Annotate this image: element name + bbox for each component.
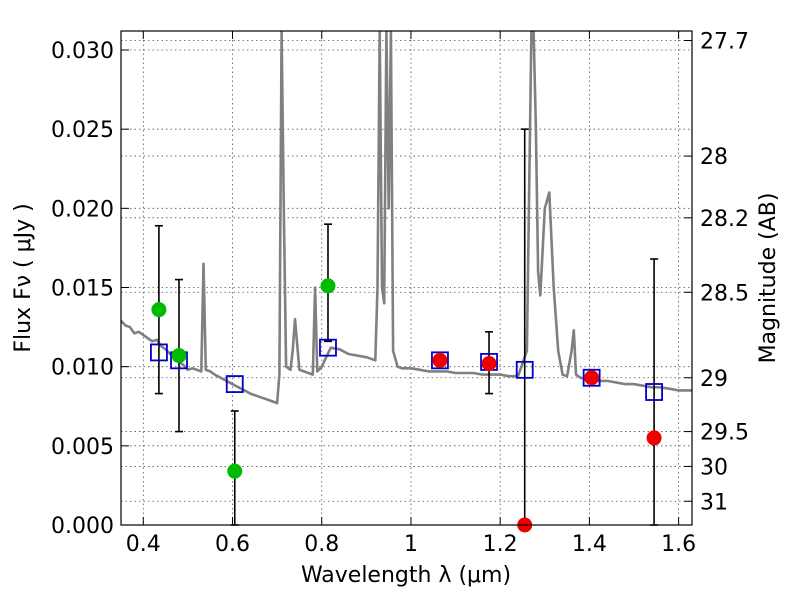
- x-tick-label: 0.8: [304, 532, 339, 557]
- y-tick-label: 0.025: [51, 118, 114, 143]
- right-tick-label: 28: [700, 145, 728, 170]
- right-tick-label: 27.7: [700, 30, 749, 55]
- right-tick-label: 31: [700, 490, 728, 515]
- y-tick-label: 0.020: [51, 197, 114, 222]
- plot-area: [121, 31, 692, 405]
- y-tick-label: 0.010: [51, 356, 114, 381]
- x-tick-label: 1: [404, 532, 418, 557]
- y-tick-label: 0.005: [51, 435, 114, 460]
- x-tick-label: 1.4: [572, 532, 607, 557]
- model-square-marker: [225, 375, 244, 393]
- right-tick-label: 29: [700, 367, 728, 392]
- spectrum-line: [121, 31, 692, 405]
- model-square-marker: [319, 338, 337, 357]
- x-tick-label: 1.2: [483, 532, 518, 557]
- x-tick-label: 0.6: [215, 532, 250, 557]
- flux-point-marker: [151, 302, 167, 318]
- right-tick-label: 28.5: [700, 281, 749, 306]
- y-tick-label: 0.000: [51, 514, 114, 539]
- y-tick-label: 0.030: [51, 39, 114, 64]
- right-tick-label: 30: [700, 455, 728, 480]
- model-square-marker: [582, 368, 601, 387]
- y-axis-label: Flux Fν ( μJy ): [11, 203, 36, 352]
- model-square-marker: [515, 360, 534, 379]
- plot-frame: [120, 30, 693, 526]
- right-tick-label: 28.2: [700, 207, 749, 232]
- flux-point-marker: [646, 430, 662, 446]
- data-markers: [150, 278, 663, 533]
- right-tick-label: 29.5: [700, 421, 749, 446]
- model-square-marker: [431, 351, 449, 370]
- flux-point-marker: [584, 370, 600, 386]
- right-axis-label: Magnitude (AB): [756, 193, 781, 364]
- y-tick-label: 0.015: [51, 277, 114, 302]
- axes: 0.4 0.6 0.8 1 1.2 1.4 1.6 0.000 0.005 0.010 0.015 0…: [51, 30, 749, 558]
- flux-point-marker: [171, 348, 187, 364]
- flux-point-marker: [227, 463, 243, 479]
- model-square-marker: [150, 343, 168, 362]
- flux-point-marker: [320, 278, 336, 294]
- x-tick-label: 1.6: [661, 532, 696, 557]
- x-tick-label: 0.4: [126, 532, 161, 557]
- flux-point-marker: [481, 356, 497, 371]
- flux-point-marker: [432, 352, 448, 368]
- model-square-marker: [645, 383, 663, 401]
- error-bars: [154, 128, 659, 526]
- x-axis-label: Wavelength λ (μm): [301, 563, 511, 588]
